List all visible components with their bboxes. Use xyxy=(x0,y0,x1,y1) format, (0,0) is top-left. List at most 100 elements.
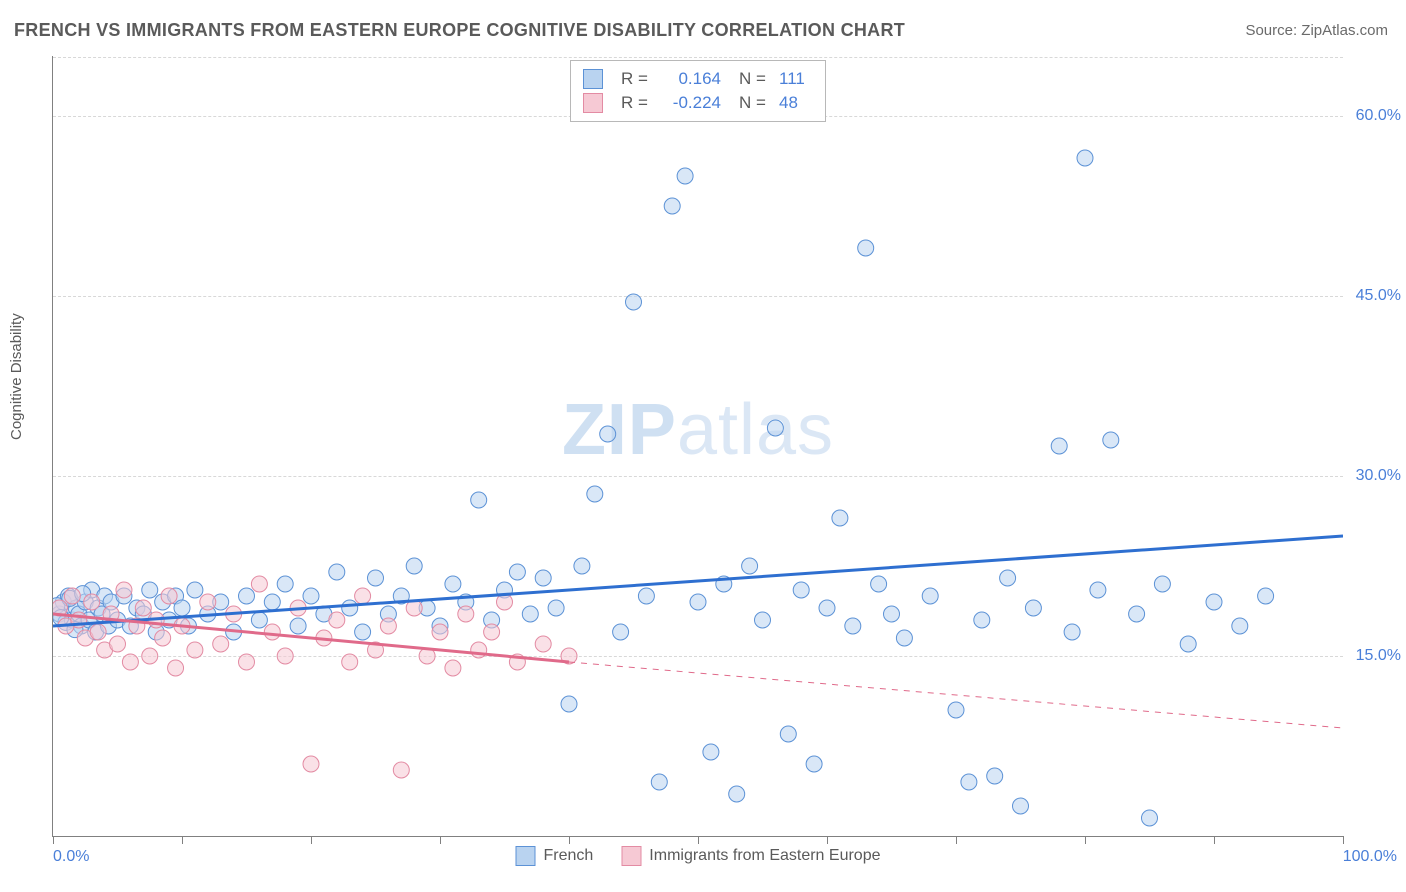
x-tick xyxy=(53,836,54,844)
scatter-point-eastern-europe xyxy=(458,606,474,622)
scatter-point-french xyxy=(251,612,267,628)
n-label: N = xyxy=(739,93,769,113)
scatter-point-french xyxy=(522,606,538,622)
scatter-point-french xyxy=(1064,624,1080,640)
scatter-point-eastern-europe xyxy=(64,588,80,604)
scatter-point-french xyxy=(922,588,938,604)
y-tick-label: 45.0% xyxy=(1356,287,1401,305)
scatter-point-french xyxy=(806,756,822,772)
y-axis-label: Cognitive Disability xyxy=(8,313,25,440)
swatch-eastern-icon xyxy=(621,846,641,866)
r-label: R = xyxy=(621,93,651,113)
x-tick xyxy=(698,836,699,844)
scatter-point-french xyxy=(1051,438,1067,454)
scatter-point-french xyxy=(896,630,912,646)
r-value-eastern: -0.224 xyxy=(661,93,721,113)
scatter-point-french xyxy=(638,588,654,604)
scatter-point-french xyxy=(961,774,977,790)
scatter-point-french xyxy=(884,606,900,622)
x-max-label: 100.0% xyxy=(1343,848,1397,866)
legend-row-french: R = 0.164 N = 111 xyxy=(583,67,813,91)
scatter-point-eastern-europe xyxy=(122,654,138,670)
scatter-point-eastern-europe xyxy=(155,630,171,646)
scatter-point-french xyxy=(290,618,306,634)
swatch-french-icon xyxy=(516,846,536,866)
scatter-point-eastern-europe xyxy=(329,612,345,628)
x-tick xyxy=(440,836,441,844)
scatter-point-eastern-europe xyxy=(135,600,151,616)
scatter-point-french xyxy=(1025,600,1041,616)
scatter-point-french xyxy=(1103,432,1119,448)
scatter-point-french xyxy=(1206,594,1222,610)
scatter-point-french xyxy=(651,774,667,790)
scatter-point-eastern-europe xyxy=(116,582,132,598)
scatter-point-french xyxy=(587,486,603,502)
scatter-point-eastern-europe xyxy=(251,576,267,592)
scatter-point-french xyxy=(987,768,1003,784)
correlation-legend: R = 0.164 N = 111 R = -0.224 N = 48 xyxy=(570,60,826,122)
scatter-point-eastern-europe xyxy=(239,654,255,670)
scatter-point-french xyxy=(264,594,280,610)
scatter-point-french xyxy=(574,558,590,574)
scatter-point-french xyxy=(664,198,680,214)
scatter-point-french xyxy=(509,564,525,580)
scatter-point-eastern-europe xyxy=(200,594,216,610)
scatter-point-french xyxy=(187,582,203,598)
scatter-point-eastern-europe xyxy=(432,624,448,640)
scatter-point-eastern-europe xyxy=(90,624,106,640)
scatter-point-french xyxy=(1154,576,1170,592)
x-tick xyxy=(182,836,183,844)
legend-label-french: French xyxy=(544,847,594,864)
x-tick xyxy=(956,836,957,844)
scatter-point-eastern-europe xyxy=(187,642,203,658)
scatter-point-french xyxy=(613,624,629,640)
plot-area: ZIPatlas R = 0.164 N = 111 R = -0.224 N … xyxy=(52,56,1343,837)
scatter-point-eastern-europe xyxy=(110,636,126,652)
scatter-point-eastern-europe xyxy=(342,654,358,670)
x-tick xyxy=(569,836,570,844)
chart-svg xyxy=(53,56,1343,836)
n-value-eastern: 48 xyxy=(779,93,813,113)
legend-row-eastern: R = -0.224 N = 48 xyxy=(583,91,813,115)
scatter-point-french xyxy=(1142,810,1158,826)
scatter-point-eastern-europe xyxy=(484,624,500,640)
scatter-point-french xyxy=(1077,150,1093,166)
scatter-point-french xyxy=(690,594,706,610)
chart-title: FRENCH VS IMMIGRANTS FROM EASTERN EUROPE… xyxy=(14,20,905,41)
scatter-point-eastern-europe xyxy=(168,660,184,676)
scatter-point-french xyxy=(793,582,809,598)
scatter-point-french xyxy=(626,294,642,310)
x-tick xyxy=(311,836,312,844)
n-label: N = xyxy=(739,69,769,89)
scatter-point-eastern-europe xyxy=(213,636,229,652)
scatter-point-french xyxy=(845,618,861,634)
x-tick xyxy=(1085,836,1086,844)
scatter-point-french xyxy=(858,240,874,256)
scatter-point-eastern-europe xyxy=(380,618,396,634)
scatter-point-french xyxy=(677,168,693,184)
scatter-point-french xyxy=(329,564,345,580)
scatter-point-french xyxy=(1013,798,1029,814)
scatter-point-eastern-europe xyxy=(84,594,100,610)
scatter-point-eastern-europe xyxy=(535,636,551,652)
scatter-point-eastern-europe xyxy=(264,624,280,640)
scatter-point-french xyxy=(277,576,293,592)
scatter-point-eastern-europe xyxy=(303,756,319,772)
x-tick xyxy=(1214,836,1215,844)
scatter-point-french xyxy=(600,426,616,442)
y-tick-label: 30.0% xyxy=(1356,467,1401,485)
scatter-point-french xyxy=(174,600,190,616)
swatch-eastern xyxy=(583,93,603,113)
scatter-point-french xyxy=(780,726,796,742)
n-value-french: 111 xyxy=(779,69,813,89)
x-min-label: 0.0% xyxy=(53,848,89,866)
scatter-point-french xyxy=(1000,570,1016,586)
legend-label-eastern: Immigrants from Eastern Europe xyxy=(649,847,880,864)
source-label: Source: ZipAtlas.com xyxy=(1245,22,1388,39)
y-tick-label: 15.0% xyxy=(1356,647,1401,665)
swatch-french xyxy=(583,69,603,89)
scatter-point-french xyxy=(561,696,577,712)
chart-container: FRENCH VS IMMIGRANTS FROM EASTERN EUROPE… xyxy=(0,0,1406,892)
scatter-point-french xyxy=(729,786,745,802)
scatter-point-french xyxy=(948,702,964,718)
